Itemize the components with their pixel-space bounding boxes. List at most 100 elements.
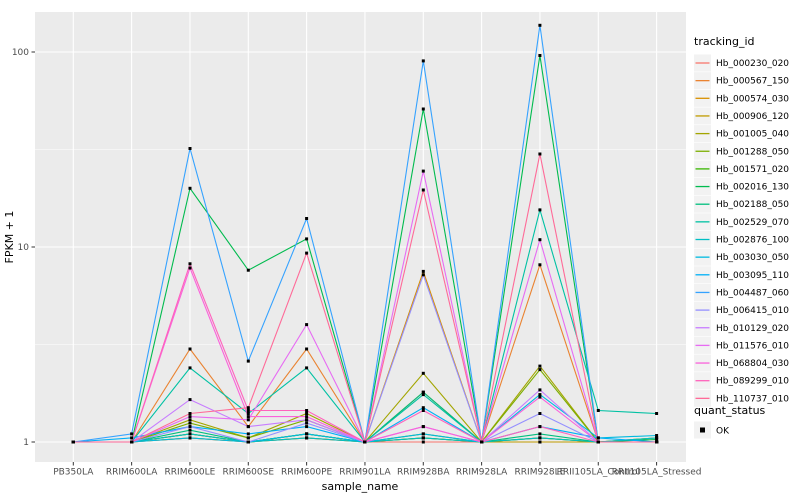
x-tick-label: RRIM928LE: [515, 468, 566, 478]
x-tick-label: RRII105LA_Control: [557, 468, 640, 478]
data-point-Hb_011576_010: [538, 238, 542, 242]
data-point-Hb_011576_010: [188, 415, 192, 419]
y-tick-label: 100: [12, 48, 29, 58]
data-point-Hb_002876_100: [538, 436, 542, 440]
data-point-Hb_089299_010: [188, 262, 192, 266]
legend-label-Hb_011576_010: Hb_011576_010: [716, 341, 789, 351]
data-point-Hb_011576_010: [305, 323, 309, 327]
data-point-Hb_002529_070: [188, 366, 192, 370]
x-tick-label: RRIM901LA: [339, 468, 391, 478]
data-point-Hb_068804_030: [305, 415, 309, 419]
data-point-Hb_110737_010: [363, 440, 367, 444]
data-point-Hb_003030_050: [421, 432, 425, 436]
data-point-Hb_001288_050: [538, 368, 542, 372]
x-tick-label: RRIM928BA: [397, 468, 450, 478]
data-point-Hb_000230_020: [421, 440, 425, 444]
data-point-Hb_001005_040: [305, 412, 309, 415]
data-point-Hb_010129_020: [188, 398, 192, 402]
data-point-Hb_006415_010: [538, 412, 542, 415]
data-point-Hb_002016_130: [538, 54, 542, 57]
y-tick-label: 1: [23, 438, 29, 448]
data-point-Hb_000567_150: [538, 263, 542, 267]
legend-label-Hb_000230_020: Hb_000230_020: [716, 59, 789, 69]
data-point-Hb_004487_060: [188, 147, 192, 150]
data-point-Hb_002188_050: [538, 432, 542, 436]
data-point-Hb_110737_010: [538, 152, 542, 156]
plot-panel-layer: [35, 12, 686, 462]
data-point-Hb_004487_060: [538, 23, 542, 27]
data-point-Hb_010129_020: [305, 418, 309, 422]
data-point-Hb_110737_010: [421, 188, 425, 192]
data-point-Hb_089299_010: [538, 425, 542, 429]
data-point-Hb_002529_070: [538, 208, 542, 212]
y-axis-title: FPKM + 1: [3, 211, 16, 264]
x-tick-label: PB350LA: [53, 468, 94, 478]
plot-panel: [35, 12, 686, 462]
data-point-Hb_089299_010: [305, 409, 309, 412]
data-point-Hb_002529_070: [655, 412, 659, 415]
quant-ok-point-icon: [700, 427, 705, 433]
data-point-Hb_002529_070: [246, 412, 250, 415]
data-point-Hb_003095_110: [305, 425, 309, 429]
data-point-Hb_003095_110: [246, 432, 250, 436]
legend-label-Hb_002876_100: Hb_002876_100: [716, 236, 789, 246]
data-point-Hb_001288_050: [246, 436, 250, 440]
legend-label-Hb_003095_110: Hb_003095_110: [716, 271, 789, 281]
y-tick-label: 10: [18, 243, 30, 253]
data-point-Hb_003030_050: [655, 434, 659, 437]
legend-label-Hb_001571_020: Hb_001571_020: [716, 165, 789, 175]
legend-label-Hb_000574_030: Hb_000574_030: [716, 94, 789, 104]
data-point-Hb_000567_150: [188, 347, 192, 351]
legend-label-Hb_010129_020: Hb_010129_020: [716, 324, 789, 334]
data-point-Hb_002016_130: [246, 268, 250, 272]
legend-label-Hb_068804_030: Hb_068804_030: [716, 359, 789, 369]
legend-label-Hb_002016_130: Hb_002016_130: [716, 183, 789, 193]
data-point-Hb_068804_030: [421, 425, 425, 429]
data-point-Hb_068804_030: [188, 266, 192, 270]
x-tick-label: RRIM600LE: [165, 468, 216, 478]
legend-label-Hb_000906_120: Hb_000906_120: [716, 112, 789, 122]
legend-label-Hb_001005_040: Hb_001005_040: [716, 130, 789, 140]
data-point-Hb_006415_010: [305, 421, 309, 425]
data-point-Hb_002188_050: [421, 390, 425, 394]
data-point-Hb_002016_130: [305, 237, 309, 241]
data-point-Hb_004487_060: [305, 217, 309, 220]
data-point-Hb_011576_010: [246, 418, 250, 422]
legend-label-Hb_001288_050: Hb_001288_050: [716, 147, 789, 157]
data-point-Hb_000574_030: [421, 269, 425, 273]
data-point-Hb_002016_130: [655, 438, 659, 441]
data-point-Hb_110737_010: [188, 412, 192, 415]
legend-label-Hb_003030_050: Hb_003030_050: [716, 253, 789, 263]
data-point-Hb_003030_050: [538, 393, 542, 397]
legend-title-tracking-id: tracking_id: [694, 35, 755, 48]
x-tick-label: RRIM600LA: [106, 468, 158, 478]
data-point-Hb_110737_010: [71, 440, 75, 444]
data-point-Hb_002016_130: [421, 107, 425, 111]
data-point-Hb_089299_010: [421, 409, 425, 412]
data-point-Hb_110737_010: [130, 440, 134, 444]
data-point-Hb_004487_060: [246, 359, 250, 363]
legend-label-Hb_110737_010: Hb_110737_010: [716, 394, 789, 404]
legend-label-quant-ok: OK: [716, 427, 730, 437]
data-point-Hb_002876_100: [305, 436, 309, 440]
data-point-Hb_011576_010: [421, 169, 425, 173]
data-point-Hb_110737_010: [246, 406, 250, 410]
data-point-Hb_002876_100: [188, 432, 192, 436]
data-point-Hb_002876_100: [421, 436, 425, 440]
x-tick-label: RRIM600SE: [223, 468, 275, 478]
data-point-Hb_002016_130: [188, 186, 192, 190]
data-points-layer: [71, 23, 659, 444]
data-point-Hb_110737_010: [655, 440, 659, 444]
data-point-Hb_004487_060: [130, 432, 134, 436]
data-point-Hb_003030_050: [305, 432, 309, 436]
data-point-Hb_004487_060: [421, 59, 425, 63]
data-point-Hb_000567_150: [305, 347, 309, 351]
data-point-Hb_003095_110: [130, 436, 134, 440]
legend-label-Hb_006415_010: Hb_006415_010: [716, 306, 789, 316]
data-point-Hb_089299_010: [246, 409, 250, 412]
data-point-Hb_003095_110: [596, 436, 600, 440]
x-tick-label: RRII105LA_Stressed: [612, 468, 702, 478]
legend-label-Hb_002529_070: Hb_002529_070: [716, 218, 789, 228]
data-point-Hb_006415_010: [188, 425, 192, 429]
